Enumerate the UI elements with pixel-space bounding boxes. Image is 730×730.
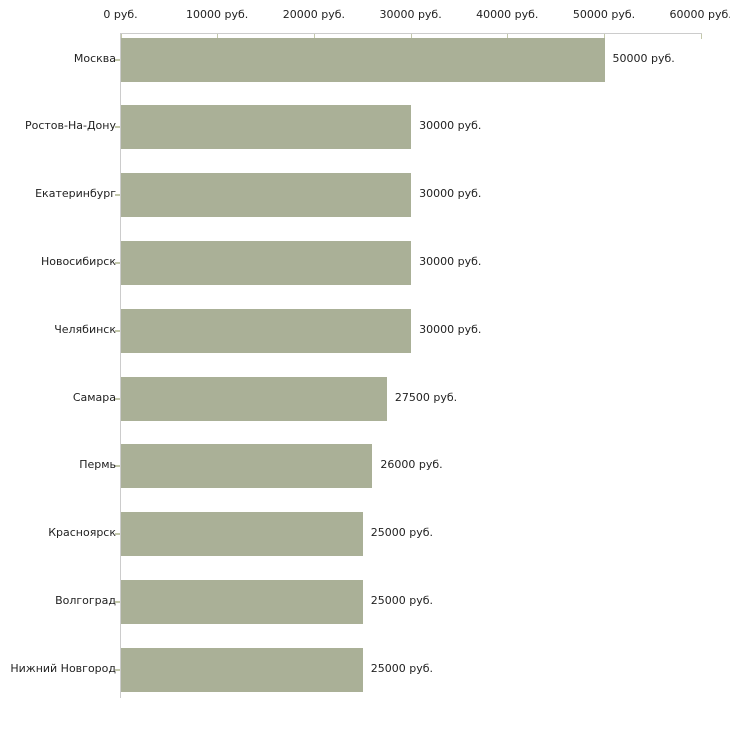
category-tick (115, 533, 120, 536)
category-label: Екатеринбург (35, 187, 116, 201)
x-axis-tick (604, 34, 605, 39)
value-label: 30000 руб. (419, 187, 482, 201)
category-label: Новосибирск (40, 254, 116, 268)
value-label: 30000 руб. (419, 254, 482, 268)
x-axis-tick-label: 20000 руб. (282, 8, 346, 21)
bar (121, 37, 605, 82)
bar (121, 647, 363, 692)
category-tick (115, 126, 120, 129)
value-label: 27500 руб. (394, 390, 458, 404)
x-axis-tick-label: 10000 руб. (186, 8, 249, 21)
x-axis-tick (700, 34, 702, 39)
category-tick (115, 397, 120, 400)
bar (121, 105, 412, 150)
value-label: 30000 руб. (419, 322, 482, 336)
category-tick (115, 58, 120, 61)
category-label: Волгоград (55, 594, 116, 608)
x-axis-tick (120, 34, 122, 39)
x-axis-tick (217, 34, 219, 39)
bar (121, 512, 363, 557)
bar (121, 376, 387, 421)
y-axis-line (120, 33, 121, 698)
category-tick (115, 261, 120, 264)
x-axis-tick (410, 34, 412, 39)
bar (121, 444, 373, 489)
x-axis-tick-label: 0 руб. (103, 8, 138, 21)
category-tick (115, 668, 120, 671)
category-label: Москва (73, 51, 116, 65)
value-label: 25000 руб. (370, 526, 434, 540)
x-axis-line (120, 33, 702, 34)
x-axis-tick (313, 34, 315, 39)
bar (121, 308, 412, 353)
x-axis-tick-label: 50000 руб. (572, 8, 636, 21)
bar (121, 173, 412, 218)
category-label: Нижний Новгород (10, 661, 116, 675)
category-label: Пермь (79, 458, 116, 472)
category-tick (115, 465, 120, 468)
category-tick (115, 601, 120, 604)
category-tick (115, 194, 120, 197)
category-label: Самара (72, 390, 116, 404)
x-axis-tick-label: 40000 руб. (476, 8, 539, 21)
category-tick (115, 329, 120, 332)
category-label: Ростов-На-Дону (24, 119, 116, 133)
x-axis-tick-label: 30000 руб. (379, 8, 442, 21)
x-axis-tick (507, 34, 509, 39)
value-label: 25000 руб. (370, 661, 434, 675)
bar (121, 240, 412, 285)
value-label: 25000 руб. (370, 594, 434, 608)
category-label: Красноярск (48, 526, 116, 540)
x-axis-tick-label: 60000 руб. (669, 8, 730, 21)
category-label: Челябинск (54, 322, 116, 336)
bar (121, 580, 363, 625)
value-label: 30000 руб. (419, 119, 482, 133)
value-label: 50000 руб. (612, 51, 675, 65)
value-label: 26000 руб. (380, 458, 443, 472)
